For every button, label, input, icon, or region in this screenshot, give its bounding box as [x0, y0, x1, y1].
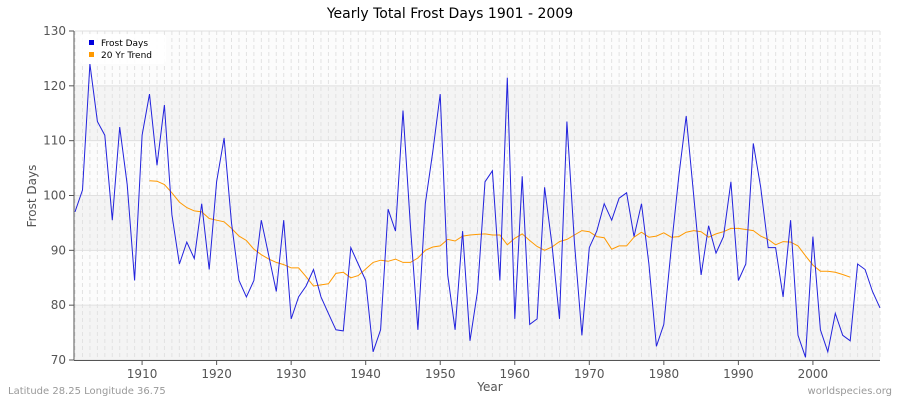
svg-text:110: 110 [43, 134, 66, 148]
footer-source: worldspecies.org [808, 386, 892, 397]
svg-text:1950: 1950 [425, 367, 456, 381]
footer-coordinates: Latitude 28.25 Longitude 36.75 [8, 386, 166, 397]
svg-text:130: 130 [43, 24, 66, 38]
svg-text:1990: 1990 [723, 367, 754, 381]
svg-text:1980: 1980 [649, 367, 680, 381]
svg-text:1910: 1910 [127, 367, 158, 381]
legend-label-frost-days: Frost Days [101, 39, 148, 49]
frost-days-line [74, 63, 881, 358]
x-tick-labels: 1910 1920 1930 1940 1950 1960 1970 1980 1990 2000 [127, 360, 828, 381]
horizontal-grid [75, 30, 880, 361]
svg-text:1930: 1930 [276, 367, 307, 381]
x-axis-label: Year [476, 380, 502, 394]
legend-swatch-frost-days [89, 40, 94, 45]
svg-text:1960: 1960 [499, 367, 530, 381]
svg-text:1970: 1970 [574, 367, 605, 381]
y-axis-label: Frost Days [25, 165, 39, 228]
svg-text:80: 80 [51, 298, 66, 312]
svg-text:120: 120 [43, 79, 66, 93]
svg-text:90: 90 [51, 243, 66, 257]
svg-text:1920: 1920 [201, 367, 232, 381]
y-tick-labels: 70 80 90 100 110 120 130 [43, 24, 74, 367]
svg-text:1940: 1940 [350, 367, 381, 381]
trend-line [149, 180, 851, 287]
svg-text:2000: 2000 [798, 367, 829, 381]
chart-title: Yearly Total Frost Days 1901 - 2009 [326, 6, 574, 22]
svg-text:70: 70 [51, 353, 66, 367]
legend: Frost Days 20 Yr Trend [80, 34, 166, 64]
legend-swatch-trend [89, 52, 94, 57]
legend-label-trend: 20 Yr Trend [101, 51, 152, 61]
svg-text:100: 100 [43, 189, 66, 203]
